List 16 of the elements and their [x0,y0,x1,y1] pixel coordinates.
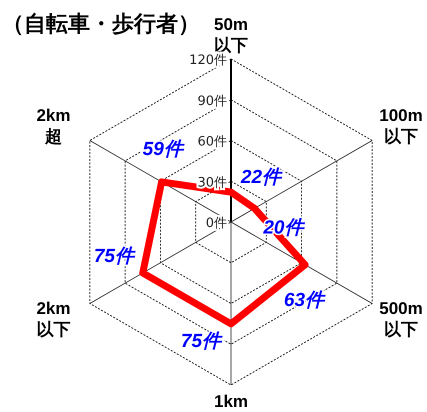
y-tick-label: 90件 [197,94,227,109]
spoke-label: 1km [214,392,248,411]
data-label: 63件 [284,290,326,311]
data-label: 22件 [240,167,284,188]
chart-title: （自転車・歩行者） [2,12,200,37]
spoke-label: 50m 以下 [214,15,248,55]
data-label: 75件 [94,246,136,267]
y-tick-label: 0件 [206,216,227,231]
y-tick-label: 60件 [197,134,227,150]
spoke-label: 2km 以下 [36,299,70,339]
data-label: 75件 [180,330,224,352]
spoke-label: 100m 以下 [379,106,423,146]
data-label: 59件 [142,138,185,160]
spoke-label: 500m 以下 [379,299,423,339]
y-tick-label: 120件 [189,53,227,68]
spoke-label: 2km 超 [36,106,70,146]
